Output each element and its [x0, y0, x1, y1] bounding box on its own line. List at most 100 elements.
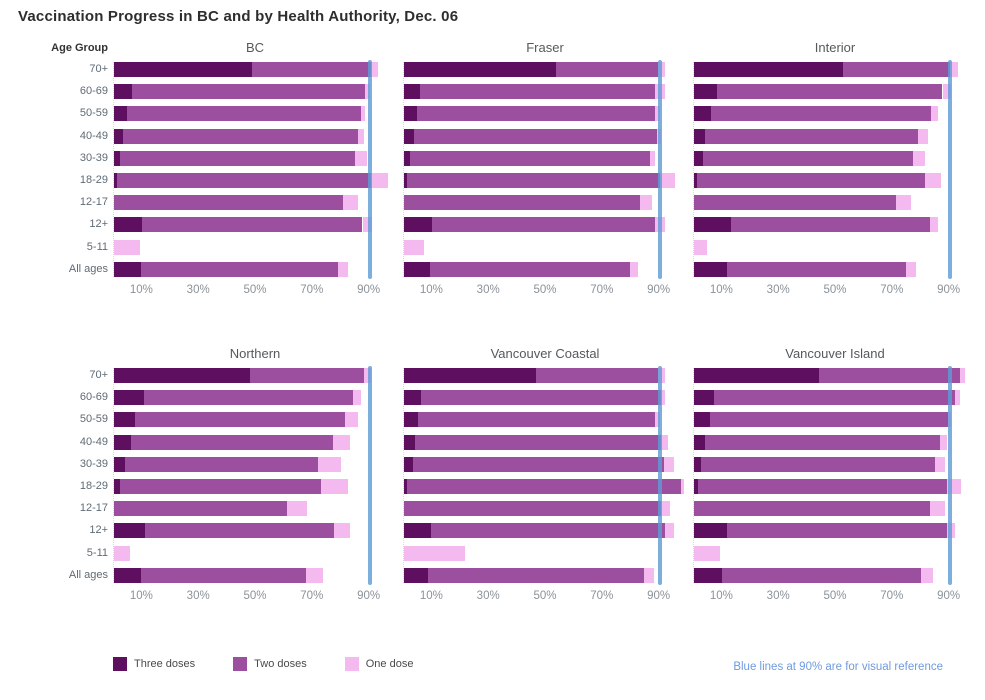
- bar-segment-three-doses[interactable]: [114, 62, 252, 77]
- legend-item-one-dose[interactable]: One dose: [344, 657, 413, 671]
- bar-segment-two-doses[interactable]: [122, 128, 359, 144]
- bar-segment-one-dose[interactable]: [287, 501, 308, 517]
- legend-item-two-doses[interactable]: Two doses: [233, 657, 307, 671]
- bar-segment-two-doses[interactable]: [419, 84, 656, 100]
- bar-segment-one-dose[interactable]: [663, 456, 674, 472]
- bar-segment-two-doses[interactable]: [404, 195, 640, 211]
- bar-segment-one-dose[interactable]: [334, 523, 350, 539]
- bar-segment-one-dose[interactable]: [362, 217, 373, 233]
- bar-segment-two-doses[interactable]: [145, 523, 335, 539]
- bar-segment-one-dose[interactable]: [680, 479, 684, 494]
- bar-segment-three-doses[interactable]: [114, 523, 146, 539]
- bar-segment-two-doses[interactable]: [730, 217, 930, 233]
- bar-segment-one-dose[interactable]: [921, 567, 933, 583]
- bar-segment-three-doses[interactable]: [404, 84, 420, 100]
- bar-segment-one-dose[interactable]: [352, 390, 362, 406]
- bar-segment-two-doses[interactable]: [140, 261, 339, 277]
- bar-segment-one-dose[interactable]: [694, 545, 720, 561]
- bar-segment-two-doses[interactable]: [713, 390, 956, 406]
- bar-segment-two-doses[interactable]: [131, 434, 333, 450]
- bar-segment-one-dose[interactable]: [939, 434, 947, 450]
- bar-segment-three-doses[interactable]: [694, 390, 714, 406]
- bar-segment-three-doses[interactable]: [694, 368, 819, 383]
- bar-segment-two-doses[interactable]: [430, 523, 666, 539]
- bar-segment-three-doses[interactable]: [694, 523, 727, 539]
- bar-segment-one-dose[interactable]: [355, 150, 367, 166]
- bar-segment-one-dose[interactable]: [338, 261, 349, 277]
- bar-segment-two-doses[interactable]: [114, 195, 343, 211]
- bar-segment-one-dose[interactable]: [629, 261, 639, 277]
- bar-segment-one-dose[interactable]: [404, 545, 466, 561]
- bar-segment-one-dose[interactable]: [363, 368, 371, 383]
- bar-segment-three-doses[interactable]: [694, 150, 703, 166]
- bar-segment-two-doses[interactable]: [726, 261, 906, 277]
- bar-segment-one-dose[interactable]: [925, 173, 942, 188]
- bar-segment-one-dose[interactable]: [661, 501, 670, 517]
- bar-segment-three-doses[interactable]: [404, 412, 419, 428]
- bar-segment-one-dose[interactable]: [361, 106, 366, 122]
- bar-segment-three-doses[interactable]: [694, 434, 706, 450]
- bar-segment-two-doses[interactable]: [114, 501, 288, 517]
- bar-segment-two-doses[interactable]: [421, 390, 661, 406]
- bar-segment-one-dose[interactable]: [905, 261, 916, 277]
- bar-segment-three-doses[interactable]: [114, 390, 144, 406]
- bar-segment-three-doses[interactable]: [694, 106, 712, 122]
- bar-segment-two-doses[interactable]: [132, 84, 366, 100]
- bar-segment-two-doses[interactable]: [250, 368, 364, 383]
- bar-segment-three-doses[interactable]: [404, 523, 431, 539]
- bar-segment-three-doses[interactable]: [114, 479, 120, 494]
- bar-segment-three-doses[interactable]: [694, 567, 723, 583]
- bar-segment-two-doses[interactable]: [702, 150, 913, 166]
- bar-segment-two-doses[interactable]: [119, 150, 356, 166]
- bar-segment-one-dose[interactable]: [365, 84, 370, 100]
- bar-segment-three-doses[interactable]: [404, 390, 422, 406]
- bar-segment-three-doses[interactable]: [694, 62, 844, 77]
- bar-segment-one-dose[interactable]: [661, 390, 666, 406]
- bar-segment-two-doses[interactable]: [140, 567, 306, 583]
- bar-segment-two-doses[interactable]: [125, 456, 319, 472]
- bar-segment-two-doses[interactable]: [694, 501, 930, 517]
- bar-segment-two-doses[interactable]: [404, 501, 662, 517]
- bar-segment-one-dose[interactable]: [321, 479, 349, 494]
- bar-segment-two-doses[interactable]: [143, 390, 353, 406]
- bar-segment-two-doses[interactable]: [409, 150, 650, 166]
- bar-segment-one-dose[interactable]: [371, 62, 379, 77]
- bar-segment-three-doses[interactable]: [404, 217, 433, 233]
- bar-segment-one-dose[interactable]: [918, 128, 929, 144]
- bar-segment-two-doses[interactable]: [406, 479, 681, 494]
- bar-segment-one-dose[interactable]: [655, 412, 660, 428]
- bar-segment-three-doses[interactable]: [404, 150, 410, 166]
- bar-segment-two-doses[interactable]: [406, 173, 660, 188]
- bar-segment-three-doses[interactable]: [114, 434, 132, 450]
- bar-segment-three-doses[interactable]: [404, 368, 537, 383]
- bar-segment-two-doses[interactable]: [694, 195, 896, 211]
- bar-segment-one-dose[interactable]: [318, 456, 342, 472]
- bar-segment-two-doses[interactable]: [126, 106, 362, 122]
- bar-segment-two-doses[interactable]: [412, 456, 664, 472]
- bar-segment-one-dose[interactable]: [658, 62, 666, 77]
- bar-segment-two-doses[interactable]: [416, 106, 656, 122]
- bar-segment-two-doses[interactable]: [142, 217, 363, 233]
- bar-segment-one-dose[interactable]: [114, 239, 140, 255]
- bar-segment-three-doses[interactable]: [694, 217, 731, 233]
- bar-segment-two-doses[interactable]: [843, 62, 950, 77]
- bar-segment-one-dose[interactable]: [694, 239, 707, 255]
- bar-segment-three-doses[interactable]: [114, 217, 143, 233]
- bar-segment-one-dose[interactable]: [332, 434, 350, 450]
- bar-segment-two-doses[interactable]: [705, 434, 940, 450]
- bar-segment-one-dose[interactable]: [929, 217, 939, 233]
- bar-segment-one-dose[interactable]: [649, 150, 656, 166]
- bar-segment-two-doses[interactable]: [415, 434, 662, 450]
- bar-segment-three-doses[interactable]: [404, 456, 413, 472]
- bar-segment-one-dose[interactable]: [305, 567, 323, 583]
- bar-segment-one-dose[interactable]: [658, 368, 666, 383]
- bar-segment-three-doses[interactable]: [404, 479, 407, 494]
- bar-segment-three-doses[interactable]: [114, 173, 117, 188]
- bar-segment-one-dose[interactable]: [358, 128, 364, 144]
- bar-segment-three-doses[interactable]: [114, 84, 133, 100]
- bar-segment-two-doses[interactable]: [716, 84, 943, 100]
- bar-segment-three-doses[interactable]: [694, 128, 706, 144]
- bar-segment-two-doses[interactable]: [135, 412, 346, 428]
- bar-segment-two-doses[interactable]: [413, 128, 657, 144]
- bar-segment-three-doses[interactable]: [114, 456, 126, 472]
